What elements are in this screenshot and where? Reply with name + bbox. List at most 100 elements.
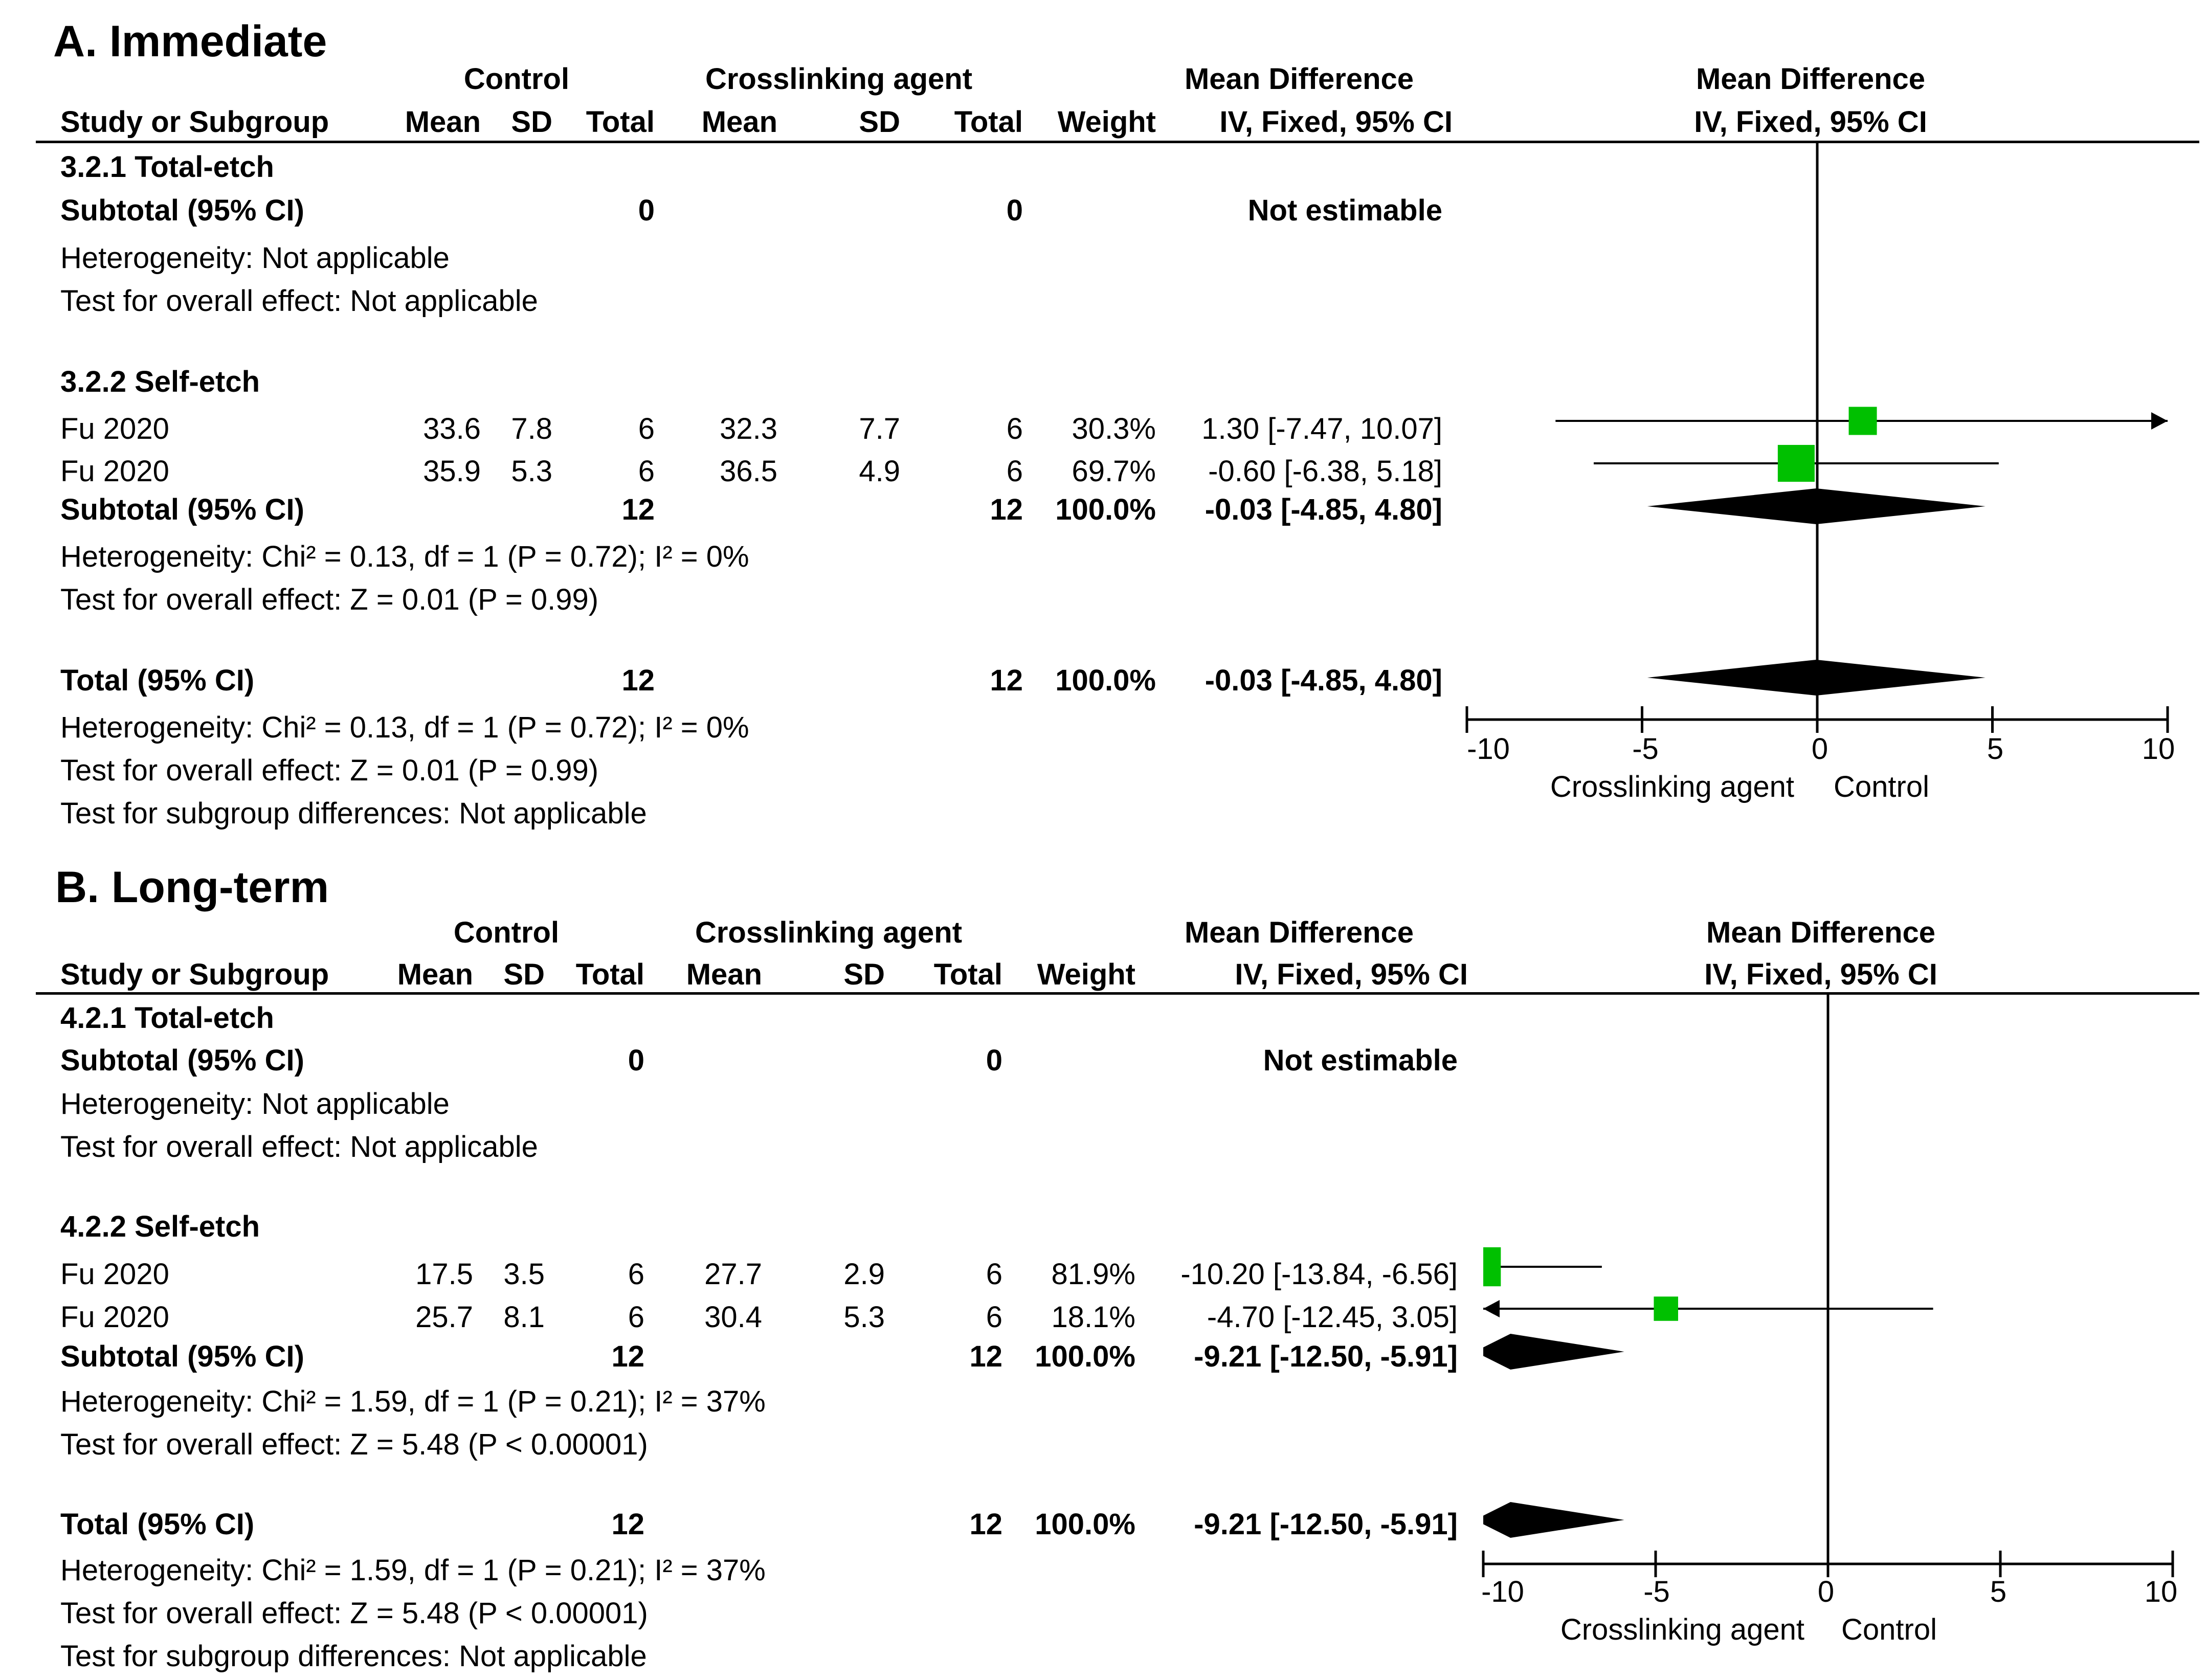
heterogeneity-text: Heterogeneity: Chi² = 1.59, df = 1 (P = … <box>60 1385 766 1418</box>
header-study: Study or Subgroup <box>60 958 329 991</box>
mean-control: 35.9 <box>423 455 481 488</box>
subtotal-total-control: 0 <box>628 1044 644 1077</box>
total-control: 6 <box>638 412 655 445</box>
total-diamond <box>1483 1502 1624 1538</box>
total-control: 6 <box>628 1258 644 1291</box>
sd-control: 3.5 <box>503 1258 545 1291</box>
total-label: Total (95% CI) <box>60 664 255 697</box>
tick-label: 5 <box>1990 1575 2007 1608</box>
total-crosslinking: 6 <box>1006 412 1023 445</box>
header-rule <box>36 992 2199 995</box>
heterogeneity-text: Heterogeneity: Not applicable <box>60 1087 450 1121</box>
header-total-control: Total <box>586 105 655 139</box>
tick-label: -10 <box>1467 732 1510 766</box>
header-ci-method: IV, Fixed, 95% CI <box>1235 958 1468 991</box>
sd-control: 8.1 <box>503 1301 545 1334</box>
header-mean-crosslinking: Mean <box>686 958 762 991</box>
total-label: Total (95% CI) <box>60 1508 255 1541</box>
tick-label: -5 <box>1632 732 1659 766</box>
header-md-group: Mean Difference <box>1184 916 1414 949</box>
ci-value: -0.60 [-6.38, 5.18] <box>1208 455 1442 488</box>
subtotal-ci: -9.21 [-12.50, -5.91] <box>1194 1340 1458 1373</box>
mean-control: 33.6 <box>423 412 481 445</box>
tick-label: -10 <box>1481 1575 1524 1608</box>
tick-label: 0 <box>1817 1575 1835 1608</box>
tick-label: -5 <box>1643 1575 1670 1608</box>
header-crosslinking-group: Crosslinking agent <box>705 62 973 96</box>
header-total-control: Total <box>575 958 644 991</box>
mean-crosslinking: 27.7 <box>704 1258 762 1291</box>
overall-effect-text: Test for overall effect: Not applicable <box>60 284 538 318</box>
overall-effect-text: Test for overall effect: Not applicable <box>60 1130 538 1163</box>
subtotal-total-control: 0 <box>638 194 655 227</box>
study-square <box>1777 444 1815 482</box>
header-mean-control: Mean <box>397 958 473 991</box>
study-name: Fu 2020 <box>60 455 169 488</box>
header-sd-crosslinking: SD <box>843 958 885 991</box>
not-estimable: Not estimable <box>1247 194 1442 227</box>
header-control-group: Control <box>453 916 560 949</box>
subtotal-total-crosslinking: 12 <box>990 493 1023 526</box>
subgroup-label: 4.2.1 Total-etch <box>60 1001 274 1035</box>
subtotal-diamond <box>1647 488 1986 524</box>
study-square <box>1848 407 1877 435</box>
overall-effect-text: Test for overall effect: Z = 5.48 (P < 0… <box>60 1428 648 1461</box>
weight-value: 30.3% <box>1072 412 1156 445</box>
ci-arrow-left <box>1483 1300 1500 1317</box>
total-n-control: 12 <box>621 664 655 697</box>
overall-effect-text: Test for overall effect: Z = 5.48 (P < 0… <box>60 1597 648 1630</box>
header-study: Study or Subgroup <box>60 105 329 139</box>
sd-crosslinking: 5.3 <box>843 1301 885 1334</box>
total-control: 6 <box>628 1301 644 1334</box>
subgroup-label: 4.2.2 Self-etch <box>60 1210 260 1243</box>
weight-value: 18.1% <box>1051 1301 1135 1334</box>
axis-label-left: Crosslinking agent <box>1560 1613 1804 1646</box>
subtotal-total-crosslinking: 12 <box>969 1340 1002 1373</box>
subtotal-weight: 100.0% <box>1035 1340 1135 1373</box>
subtotal-total-control: 12 <box>611 1340 644 1373</box>
header-mean-crosslinking: Mean <box>701 105 777 139</box>
mean-control: 25.7 <box>415 1301 473 1334</box>
heterogeneity-text: Heterogeneity: Chi² = 1.59, df = 1 (P = … <box>60 1554 766 1587</box>
ci-value: -4.70 [-12.45, 3.05] <box>1207 1301 1458 1334</box>
subtotal-total-control: 12 <box>621 493 655 526</box>
subtotal-label: Subtotal (95% CI) <box>60 1044 304 1077</box>
total-weight: 100.0% <box>1055 664 1156 697</box>
ci-value: 1.30 [-7.47, 10.07] <box>1201 412 1442 445</box>
header-control-group: Control <box>463 62 570 96</box>
mean-control: 17.5 <box>415 1258 473 1291</box>
total-ci: -9.21 [-12.50, -5.91] <box>1194 1508 1458 1541</box>
axis-label-right: Control <box>1841 1613 1937 1646</box>
subgroup-differences-text: Test for subgroup differences: Not appli… <box>60 797 647 830</box>
header-ci-method: IV, Fixed, 95% CI <box>1219 105 1453 139</box>
panel-b-title: B. Long-term <box>55 863 329 912</box>
mean-crosslinking: 36.5 <box>720 455 777 488</box>
sd-control: 5.3 <box>511 455 552 488</box>
study-name: Fu 2020 <box>60 1301 169 1334</box>
header-ci-method-plot: IV, Fixed, 95% CI <box>1694 105 1927 139</box>
axis-label-left: Crosslinking agent <box>1550 770 1794 803</box>
header-weight: Weight <box>1057 105 1156 139</box>
heterogeneity-text: Heterogeneity: Chi² = 0.13, df = 1 (P = … <box>60 711 749 744</box>
total-control: 6 <box>638 455 655 488</box>
weight-value: 81.9% <box>1051 1258 1135 1291</box>
header-sd-crosslinking: SD <box>859 105 900 139</box>
sd-crosslinking: 4.9 <box>859 455 900 488</box>
subgroup-label: 3.2.1 Total-etch <box>60 150 274 184</box>
header-md-plot: Mean Difference <box>1696 62 1926 96</box>
header-sd-control: SD <box>511 105 552 139</box>
total-n-crosslinking: 12 <box>990 664 1023 697</box>
subtotal-total-crosslinking: 0 <box>986 1044 1002 1077</box>
subtotal-diamond <box>1483 1334 1624 1370</box>
subgroup-label: 3.2.2 Self-etch <box>60 365 260 398</box>
subtotal-label: Subtotal (95% CI) <box>60 194 304 227</box>
tick-label: 10 <box>2144 1575 2178 1608</box>
total-crosslinking: 6 <box>1006 455 1023 488</box>
subtotal-total-crosslinking: 0 <box>1006 194 1023 227</box>
header-mean-control: Mean <box>405 105 481 139</box>
header-crosslinking-group: Crosslinking agent <box>695 916 963 949</box>
axis-label-right: Control <box>1834 770 1929 803</box>
ci-arrow-right <box>2151 412 2168 430</box>
study-name: Fu 2020 <box>60 412 169 445</box>
